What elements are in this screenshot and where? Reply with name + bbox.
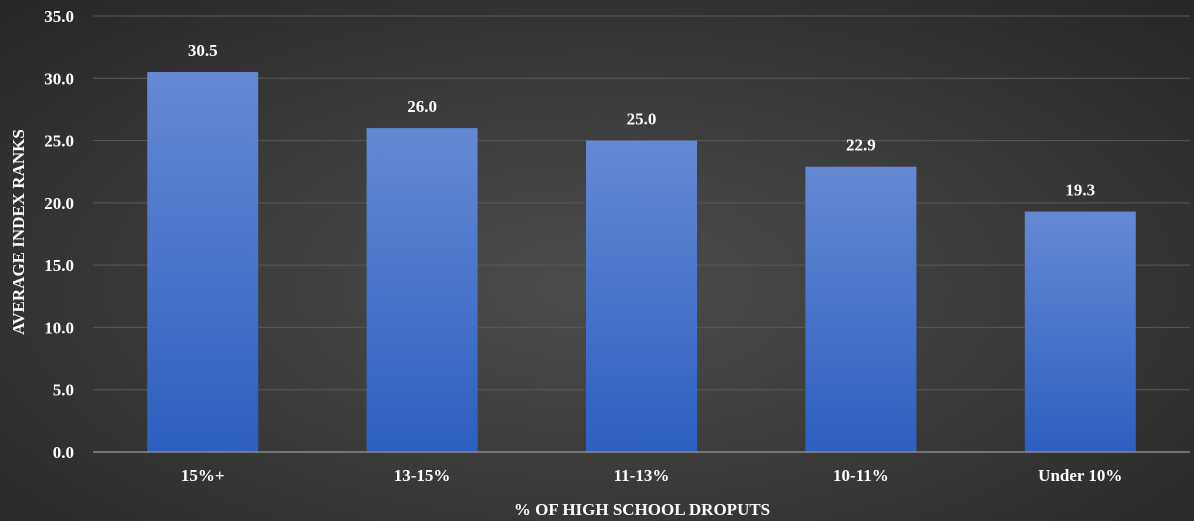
y-tick-label: 15.0	[44, 256, 74, 275]
x-axis-title: % OF HIGH SCHOOL DROPUTS	[514, 500, 770, 519]
bar	[805, 166, 917, 452]
x-tick-label: 13-15%	[394, 466, 451, 485]
y-tick-label: 35.0	[44, 7, 74, 26]
x-tick-label: 11-13%	[614, 466, 670, 485]
y-axis-title: AVERAGE INDEX RANKS	[9, 129, 28, 335]
y-tick-label: 10.0	[44, 318, 74, 337]
bar	[586, 140, 697, 453]
bars	[147, 72, 1136, 453]
y-tick-label: 30.0	[44, 69, 74, 88]
x-tick-label: 15%+	[181, 466, 225, 485]
labels: 0.0 5.0 10.0 15.0 20.0 25.0 30.0 35.0 30.5 15%+ 26…	[44, 7, 1122, 485]
y-tick-label: 5.0	[53, 381, 74, 400]
bar-value-label: 22.9	[846, 136, 876, 155]
bar-value-label: 30.5	[188, 41, 218, 60]
bar-value-label: 26.0	[407, 97, 437, 116]
y-tick-label: 25.0	[44, 132, 74, 151]
x-tick-label: Under 10%	[1038, 466, 1122, 485]
y-tick-label: 20.0	[44, 194, 74, 213]
bar	[366, 128, 478, 452]
y-tick-label: 0.0	[53, 443, 74, 462]
x-tick-label: 10-11%	[833, 466, 889, 485]
bar-value-label: 25.0	[627, 110, 657, 129]
bar	[147, 72, 259, 453]
bar	[1024, 211, 1136, 452]
bar-value-label: 19.3	[1065, 181, 1095, 200]
